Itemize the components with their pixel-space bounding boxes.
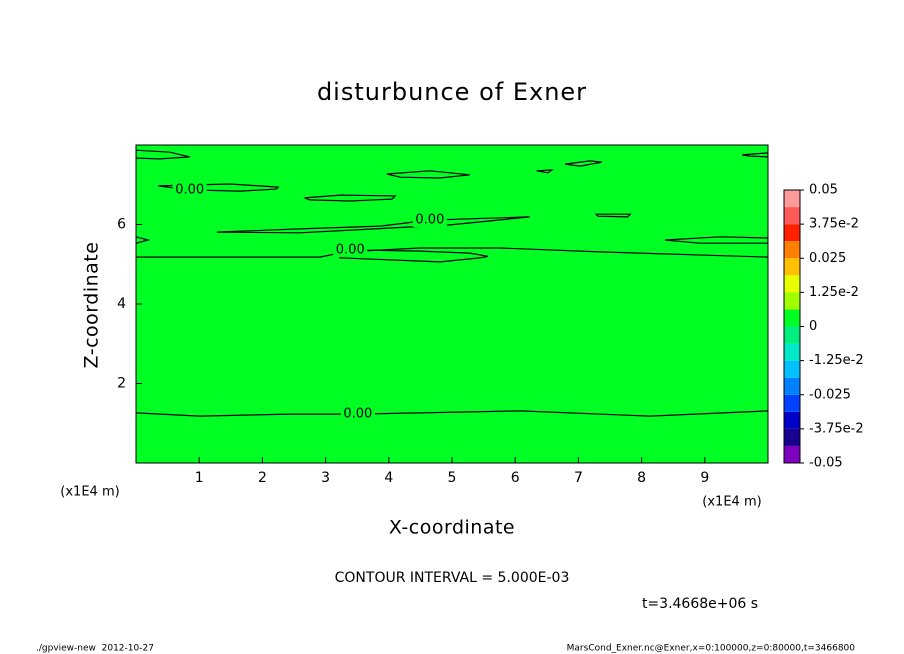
x-axis-label: X-coordinate [389,517,515,539]
contour-interval: CONTOUR INTERVAL = 5.000E-03 [335,570,570,586]
contour-line [136,236,151,244]
field-fill [136,145,768,463]
colorbar-band [784,445,800,463]
chart-title: disturbunce of Exner [317,78,587,106]
colorbar-band [784,428,800,446]
colorbar-band [784,241,800,259]
y-tick-label: 2 [117,376,126,392]
colorbar-band [784,377,800,395]
colorbar-band [784,326,800,344]
contour-line [338,249,489,263]
colorbar-band [784,224,800,242]
x-tick-label: 9 [700,470,709,486]
contour-line [594,213,632,218]
contour-label-gap [172,182,207,197]
contour-label-gap [340,407,375,422]
colorbar-band [784,343,800,361]
contour-line [565,160,602,167]
contour-line [386,170,470,179]
x-tick-label: 7 [574,470,583,486]
contour-line [136,149,190,160]
x-unit-label: (x1E4 m) [60,485,119,500]
footer-left: ./gpview-new 2012-10-27 [36,644,154,654]
contour-line [136,247,768,258]
colorbar-label: 1.25e-2 [809,285,859,300]
contour-label: 0.00 [175,182,204,197]
y-axis-label: Z-coordinate [81,242,103,369]
contour-group: 0.00 0.00 0.00 0.00 [136,149,768,422]
contour-label: 0.00 [415,213,444,228]
colorbar-label: 0.025 [809,251,846,266]
contour-label: 0.00 [343,407,372,422]
colorbar-label: -1.25e-2 [809,353,864,368]
colorbar-label: 0 [809,319,817,334]
colorbar-label: -0.05 [809,456,843,471]
x-tick-label: 1 [195,470,204,486]
contour-line [216,216,530,234]
colorbar-band [784,275,800,293]
contour-label-gap [412,213,447,228]
contour-label-gap [333,242,368,257]
contour-line [742,152,768,158]
colorbar-band [784,394,800,412]
x-tick-label: 6 [511,470,520,486]
y-tick-label: 4 [117,296,126,312]
colorbar-band [784,360,800,378]
x-tick-label: 3 [321,470,330,486]
colorbar-band [784,190,800,208]
colorbar-band [784,207,800,225]
colorbar-band [784,292,800,310]
x-tick-label: 2 [258,470,267,486]
colorbar-label: -3.75e-2 [809,421,864,436]
contour-label: 0.00 [336,242,365,257]
colorbar-band [784,258,800,276]
time-note: t=3.4668e+06 s [642,596,758,612]
colorbar-band [784,411,800,429]
contour-line [664,236,768,244]
x-unit-label: (x1E4 m) [702,495,761,510]
x-tick-label: 4 [384,470,393,486]
contour-line [304,194,397,202]
colorbar-label: 3.75e-2 [809,217,859,232]
colorbar-band [784,309,800,327]
x-tick-label: 8 [637,470,646,486]
x-tick-label: 5 [448,470,457,486]
colorbar-label: -0.025 [809,387,851,402]
y-tick-label: 6 [117,217,126,233]
footer-right: MarsCond_Exner.nc@Exner,x=0:100000,z=0:8… [567,644,856,654]
contour-line [536,169,554,174]
colorbar-label: 0.05 [809,183,838,198]
